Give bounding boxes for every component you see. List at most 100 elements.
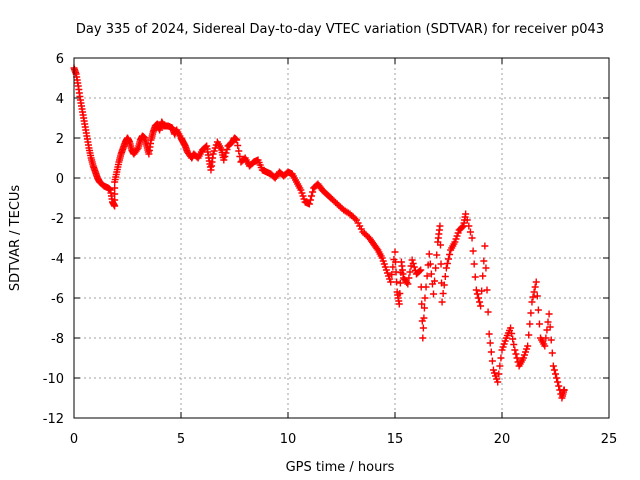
data-point-marker xyxy=(220,156,228,164)
data-point-marker xyxy=(525,331,533,339)
data-point-marker xyxy=(510,341,518,348)
data-point-marker xyxy=(419,334,427,342)
y-tick-label: -2 xyxy=(51,212,64,227)
data-point-marker xyxy=(111,202,119,210)
data-point-marker xyxy=(221,153,229,160)
data-point-marker xyxy=(417,266,425,274)
data-point-marker xyxy=(509,335,517,343)
data-point-marker xyxy=(546,323,554,331)
data-point-marker xyxy=(236,153,244,160)
data-point-marker xyxy=(433,251,441,259)
data-point-marker xyxy=(497,354,505,362)
data-point-marker xyxy=(495,370,503,378)
data-point-marker xyxy=(439,290,447,297)
data-point-marker xyxy=(425,250,433,258)
data-point-marker xyxy=(472,286,480,294)
data-point-marker xyxy=(485,330,493,338)
x-tick-label: 15 xyxy=(387,432,404,447)
data-point-marker xyxy=(468,234,476,242)
data-point-marker xyxy=(466,228,474,236)
data-point-marker xyxy=(111,190,119,198)
data-series xyxy=(70,64,568,402)
data-point-marker xyxy=(465,222,473,230)
data-point-marker xyxy=(418,300,426,308)
y-axis-label: SDTVAR / TECUs xyxy=(8,185,23,292)
data-point-marker xyxy=(532,278,540,286)
data-point-marker xyxy=(535,320,543,328)
data-point-marker xyxy=(306,196,314,204)
y-tick-label: 6 xyxy=(56,52,64,67)
y-tick-label: -6 xyxy=(51,292,64,307)
data-point-marker xyxy=(309,188,317,196)
grid-lines xyxy=(74,58,609,418)
data-point-marker xyxy=(396,279,404,287)
data-point-marker xyxy=(388,271,396,278)
data-point-marker xyxy=(431,277,439,285)
data-point-marker xyxy=(513,354,521,362)
data-point-marker xyxy=(393,278,401,286)
data-point-marker xyxy=(235,147,243,155)
data-point-marker xyxy=(494,378,502,386)
data-point-marker xyxy=(512,350,520,358)
data-point-marker xyxy=(486,339,494,347)
data-point-marker xyxy=(427,270,435,278)
data-point-marker xyxy=(430,290,438,298)
data-point-marker xyxy=(391,248,399,256)
data-point-marker xyxy=(482,264,490,272)
data-point-marker xyxy=(351,215,359,222)
data-point-marker xyxy=(440,281,448,289)
data-point-marker xyxy=(480,257,488,265)
data-point-marker xyxy=(483,286,491,294)
x-tick-label: 10 xyxy=(280,432,297,447)
data-point-marker xyxy=(305,200,313,208)
data-point-marker xyxy=(111,196,119,204)
data-point-marker xyxy=(547,336,555,344)
data-point-marker xyxy=(477,302,485,310)
data-point-marker xyxy=(478,287,486,295)
data-point-marker xyxy=(529,293,537,301)
y-tick-label: 4 xyxy=(56,92,64,107)
data-point-marker xyxy=(524,342,532,350)
data-point-marker xyxy=(441,273,449,280)
data-point-marker xyxy=(471,273,479,281)
data-point-marker xyxy=(481,242,489,250)
data-point-marker xyxy=(223,146,231,153)
data-point-marker xyxy=(526,320,534,328)
data-point-marker xyxy=(442,264,450,272)
data-point-marker xyxy=(462,210,470,218)
y-tick-label: -10 xyxy=(43,372,64,387)
y-tick-label: -12 xyxy=(43,412,64,427)
data-point-marker xyxy=(560,386,568,394)
data-point-marker xyxy=(511,346,519,354)
data-point-marker xyxy=(542,334,550,342)
data-point-marker xyxy=(233,136,241,144)
x-axis-ticks: 0 5 10 15 20 25 xyxy=(70,58,617,447)
data-point-marker xyxy=(436,222,444,230)
data-point-marker xyxy=(406,268,414,276)
data-point-marker xyxy=(474,294,482,302)
data-point-marker xyxy=(544,318,552,326)
data-point-marker xyxy=(426,260,434,268)
data-point-marker xyxy=(389,263,397,271)
data-point-marker xyxy=(423,272,431,280)
data-point-marker xyxy=(420,304,428,312)
data-point-marker xyxy=(432,264,440,272)
data-point-marker xyxy=(463,216,471,224)
data-point-marker xyxy=(469,247,477,255)
data-point-marker xyxy=(548,349,556,357)
data-point-marker xyxy=(133,146,141,153)
data-point-marker xyxy=(222,149,230,157)
y-axis-ticks: -12 -10 -8 -6 -4 -2 0 2 4 6 xyxy=(43,52,609,427)
x-tick-label: 20 xyxy=(494,432,511,447)
y-tick-label: -4 xyxy=(51,252,64,267)
data-point-marker xyxy=(438,298,446,306)
data-point-marker xyxy=(508,330,516,337)
x-axis-label: GPS time / hours xyxy=(286,460,395,475)
data-point-marker xyxy=(419,324,427,332)
data-point-marker xyxy=(470,260,478,268)
data-point-marker xyxy=(421,294,429,302)
data-point-marker xyxy=(396,290,404,297)
data-point-marker xyxy=(392,258,400,266)
data-point-marker xyxy=(507,324,515,332)
